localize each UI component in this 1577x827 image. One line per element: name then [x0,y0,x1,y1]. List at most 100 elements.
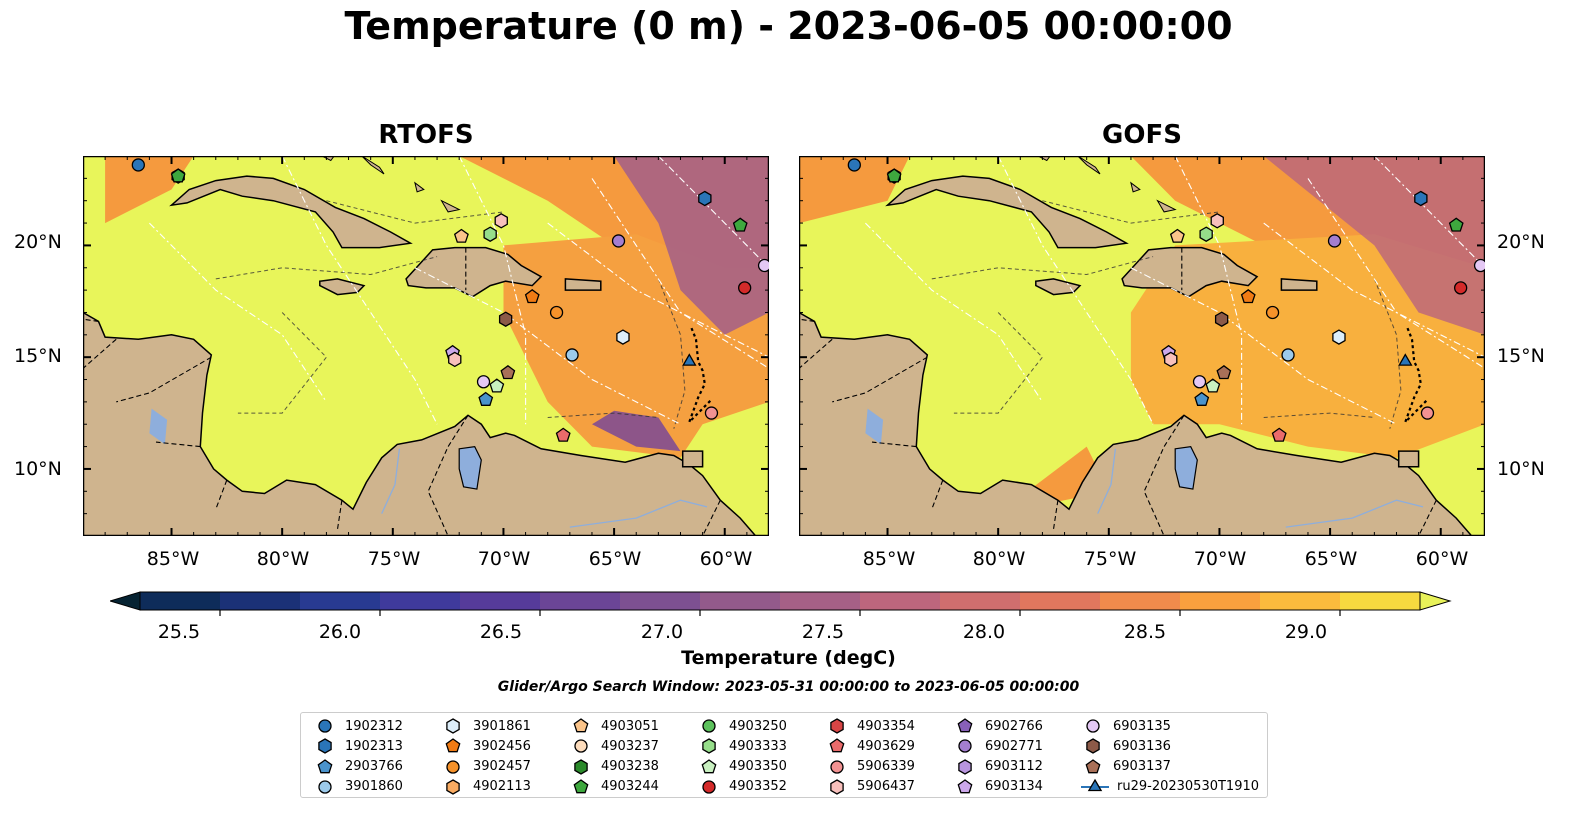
colorbar-tick: 27.5 [801,621,845,643]
legend-marker-hexagon [318,738,332,755]
legend-marker-hexagon [574,758,588,775]
float-marker-4903333 [1199,226,1213,242]
legend-item: 1902312 [313,716,403,736]
float-marker-ru29-20230530T1910 [682,353,697,366]
float-marker-4903352 [1454,281,1468,295]
lon-label-rtofs: 65°W [588,548,642,570]
legend-item: 6903137 [1081,757,1171,777]
legend-item: 6903135 [1081,716,1171,736]
legend-label: 6902771 [985,738,1043,754]
legend-label: 3901861 [473,718,531,734]
float-marker-6903135 [1473,258,1485,273]
legend-marker-pentagon [1085,758,1101,773]
lon-label-gofs: 85°W [862,548,916,570]
legend-marker-pentagon [317,758,333,773]
float-marker-1902312 [847,158,861,172]
float-marker-6903136 [498,311,513,327]
legend-marker-pentagon [701,758,717,773]
legend-label: 4903354 [857,718,915,734]
legend-marker-hexagon [702,738,716,755]
legend-item: 4903237 [569,736,659,756]
float-marker-3902456 [1240,288,1256,304]
lon-label-rtofs: 70°W [477,548,531,570]
float-marker-1902312 [131,158,145,172]
lat-label-right: 20°N [1497,231,1545,253]
legend-item: 6903112 [953,757,1043,777]
float-marker-4903244 [732,217,748,232]
panel-title-gofs: GOFS [1102,120,1182,150]
lon-label-gofs: 65°W [1304,548,1358,570]
legend-marker-pentagon [957,718,973,733]
float-marker-5906339 [1420,406,1435,420]
panel-title-rtofs: RTOFS [378,120,474,150]
legend-item: 3902457 [441,757,531,777]
float-marker-4903629 [1271,427,1287,442]
float-marker-ru29-20230530T1910 [1398,353,1413,366]
legend-marker-circle [830,759,844,774]
legend-item: 4903352 [697,777,787,797]
float-marker-4903333 [483,226,497,242]
legend-item: 4903051 [569,716,659,736]
colorbar-tick: 29.0 [1284,621,1328,643]
float-marker-5906437 [448,351,462,368]
float-marker-3901860 [1281,348,1295,362]
legend-label: 6903112 [985,759,1043,775]
lon-label-rtofs: 75°W [367,548,421,570]
colorbar-label: Temperature (degC) [681,647,896,669]
legend-item: 6902766 [953,716,1043,736]
legend-label: 1902312 [345,718,403,734]
float-marker-6903137 [1216,364,1232,380]
legend-item: 4903354 [825,716,915,736]
float-marker-6903135 [476,375,491,389]
legend-item: 4903350 [697,757,787,777]
float-marker-3902457 [549,305,564,320]
legend-label: 6903135 [1113,718,1171,734]
float-marker-6902771 [1327,234,1342,248]
legend-label: 4903352 [729,779,787,795]
legend-marker-circle [702,719,716,733]
float-marker-3901861 [616,329,630,345]
legend-marker-circle [318,780,332,794]
legend-marker-pentagon [445,738,461,753]
float-marker-5906437 [1164,351,1178,368]
lon-label-gofs: 80°W [972,548,1026,570]
legend-label: 4903250 [729,718,787,734]
legend-item: 5906339 [825,757,915,777]
legend-marker-circle [702,780,716,794]
lat-label-right: 10°N [1497,458,1545,480]
float-marker-5906339 [704,406,719,420]
legend-item: 4903250 [697,716,787,736]
legend-item: 1902313 [313,736,403,756]
legend-label: 4903051 [601,718,659,734]
lat-label-left: 20°N [14,231,62,253]
float-marker-5906437 [494,213,508,229]
legend-label: ru29-20230530T1910 [1117,779,1260,795]
search-window-text: Glider/Argo Search Window: 2023-05-31 00… [497,679,1080,695]
legend-item: 6903134 [953,777,1043,797]
float-marker-5906437 [1210,213,1224,229]
legend-item: 6903136 [1081,736,1171,756]
legend-label: 6902766 [985,718,1043,734]
legend-item: 3901860 [313,777,403,797]
legend-marker-pentagon [829,738,845,753]
lon-label-rtofs: 80°W [256,548,310,570]
legend-label: 6903136 [1113,738,1171,754]
lon-label-gofs: 75°W [1083,548,1137,570]
float-marker-2903766 [1194,391,1210,406]
float-marker-4903629 [555,427,571,442]
colorbar-tick: 25.5 [157,621,201,643]
legend-marker-hexagon [446,718,460,734]
colorbar-tick: 26.0 [318,621,362,643]
float-marker-6903136 [1214,311,1229,327]
legend-label: 3902456 [473,738,531,754]
lat-label-left: 15°N [14,345,62,367]
legend-label: 1902313 [345,738,403,754]
legend-marker-hexagon [958,758,972,775]
lon-label-gofs: 70°W [1193,548,1247,570]
legend-marker-circle [446,759,460,774]
lon-label-gofs: 60°W [1415,548,1469,570]
legend-marker-hexagon [830,779,844,795]
float-marker-6903135 [1192,375,1207,389]
legend-label: 3901860 [345,779,403,795]
legend-item: 6902771 [953,736,1043,756]
